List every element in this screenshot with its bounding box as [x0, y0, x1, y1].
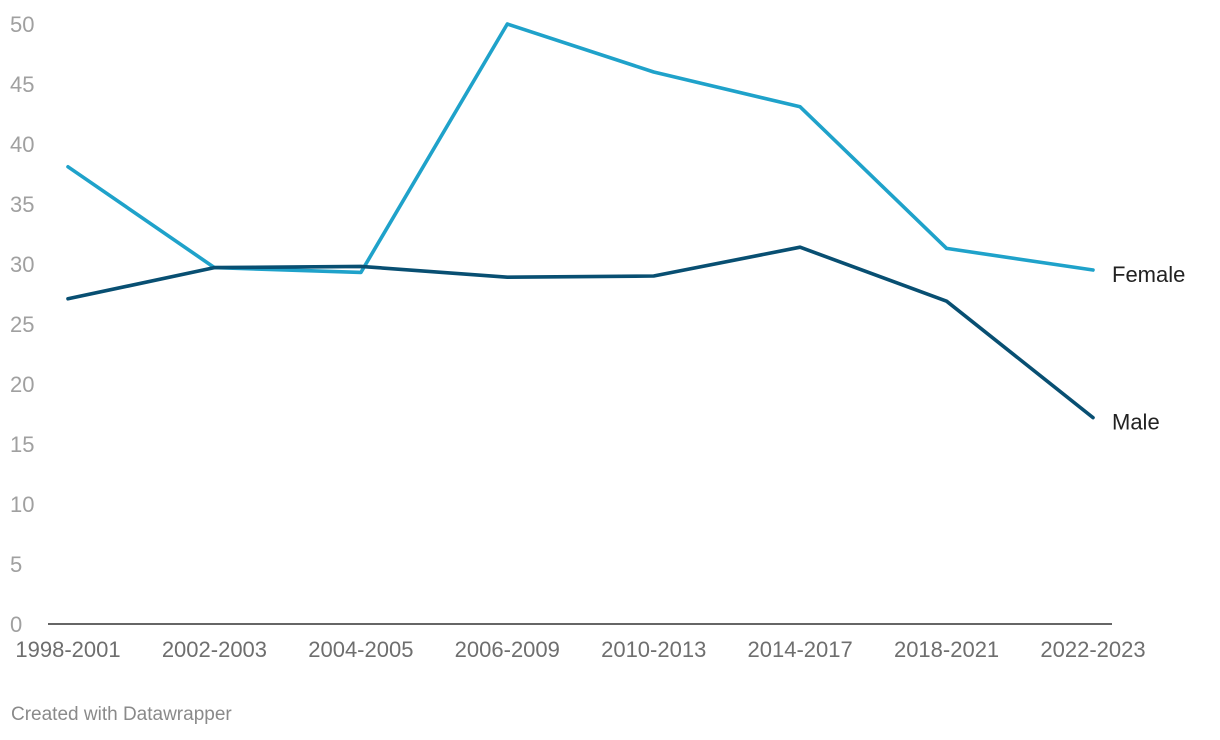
series-line-male	[66, 245, 1095, 420]
y-tick-label: 15	[10, 432, 34, 457]
datawrapper-credit: Created with Datawrapper	[11, 704, 232, 725]
x-tick-label: 2002-2003	[162, 637, 267, 662]
x-tick-label: 2018-2021	[894, 637, 999, 662]
y-tick-label: 5	[10, 552, 22, 577]
y-tick-label: 35	[10, 192, 34, 217]
y-tick-label: 50	[10, 12, 34, 37]
y-tick-label: 40	[10, 132, 34, 157]
x-tick-label: 2010-2013	[601, 637, 706, 662]
x-tick-label: 2014-2017	[748, 637, 853, 662]
x-tick-label: 2022-2023	[1040, 637, 1145, 662]
series-label-female: Female	[1112, 262, 1185, 287]
x-tick-label: 2004-2005	[308, 637, 413, 662]
x-tick-label: 2006-2009	[455, 637, 560, 662]
series-group: Female Male	[66, 22, 1185, 435]
y-tick-label: 10	[10, 492, 34, 517]
y-tick-label: 0	[10, 612, 22, 637]
series-label-male: Male	[1112, 410, 1160, 435]
y-tick-label: 25	[10, 312, 34, 337]
y-axis: 0 5 10 15 20 25 30 35 40 45 50	[10, 12, 34, 637]
y-tick-label: 20	[10, 372, 34, 397]
series-line-female	[66, 22, 1095, 275]
x-axis: 1998-2001 2002-2003 2004-2005 2006-2009 2010…	[15, 637, 1145, 662]
y-tick-label: 45	[10, 72, 34, 97]
y-tick-label: 30	[10, 252, 34, 277]
x-tick-label: 1998-2001	[15, 637, 120, 662]
line-chart: 0 5 10 15 20 25 30 35 40 45 50 1998-2001 2002-2003 2…	[10, 12, 1185, 662]
